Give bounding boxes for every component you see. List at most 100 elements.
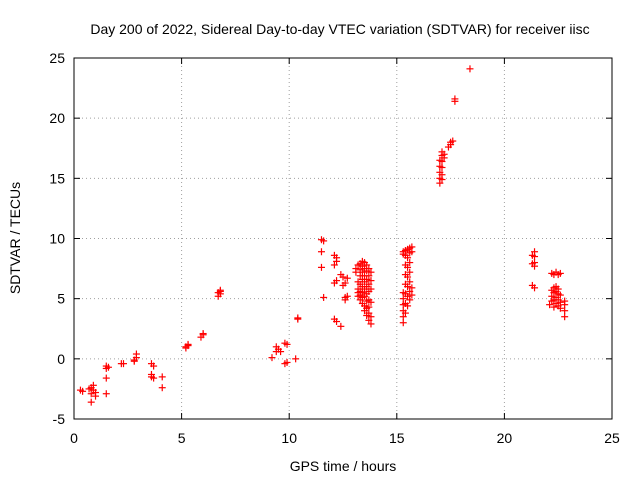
data-point	[406, 268, 414, 276]
data-point	[341, 296, 349, 304]
data-point	[150, 362, 158, 370]
data-point	[363, 275, 371, 283]
y-tick-label: 0	[57, 351, 65, 367]
data-point	[104, 363, 112, 371]
data-point	[367, 268, 375, 276]
data-point	[408, 243, 416, 251]
data-point	[404, 283, 412, 291]
data-point	[408, 291, 416, 299]
data-point	[102, 374, 110, 382]
data-point	[440, 150, 448, 158]
data-point	[365, 265, 373, 273]
data-point	[561, 313, 569, 321]
data-point	[561, 307, 569, 315]
x-tick-label: 15	[389, 430, 405, 446]
data-point	[363, 261, 371, 269]
data-point	[277, 348, 285, 356]
data-point	[365, 303, 373, 311]
data-point	[158, 373, 166, 381]
data-point	[102, 390, 110, 398]
data-point	[367, 298, 375, 306]
data-point	[130, 357, 138, 365]
data-point	[333, 257, 341, 265]
y-axis-label: SDTVAR / TECUs	[7, 182, 23, 294]
data-point	[556, 291, 564, 299]
y-tick-label: 5	[57, 291, 65, 307]
data-point	[531, 284, 539, 292]
grid-lines	[74, 58, 612, 419]
data-point	[341, 279, 349, 287]
data-point	[337, 322, 345, 330]
data-point	[343, 274, 351, 282]
data-point	[317, 263, 325, 271]
y-tick-labels: -5 0 5 10 15 20 25	[49, 50, 65, 427]
data-point	[556, 304, 564, 312]
data-point	[367, 285, 375, 293]
chart-title: Day 200 of 2022, Sidereal Day-to-day VTE…	[90, 21, 589, 37]
data-point	[320, 293, 328, 301]
x-tick-label: 25	[604, 430, 620, 446]
data-point	[79, 387, 87, 395]
x-tick-label: 20	[497, 430, 513, 446]
x-tick-label: 5	[178, 430, 186, 446]
data-point	[92, 392, 100, 400]
data-point	[283, 340, 291, 348]
data-point	[404, 263, 412, 271]
data-point	[367, 277, 375, 285]
data-point	[343, 292, 351, 300]
data-point	[399, 319, 407, 327]
data-point	[401, 309, 409, 317]
data-point	[292, 355, 300, 363]
data-point	[406, 296, 414, 304]
data-point	[132, 350, 140, 358]
data-point	[449, 137, 457, 145]
data-point	[561, 297, 569, 305]
data-point	[367, 320, 375, 328]
data-point	[119, 360, 127, 368]
data-point	[365, 272, 373, 280]
data-point	[294, 314, 302, 322]
data-point	[550, 303, 558, 311]
data-points	[76, 65, 569, 406]
data-point	[406, 259, 414, 267]
data-point	[358, 268, 366, 276]
x-axis-label: GPS time / hours	[290, 458, 397, 474]
y-tick-label: 20	[49, 110, 65, 126]
y-tick-label: 10	[49, 231, 65, 247]
data-point	[546, 301, 554, 309]
data-point	[451, 95, 459, 103]
data-point	[320, 237, 328, 245]
y-tick-label: -5	[53, 411, 66, 427]
data-point	[438, 171, 446, 179]
data-point	[404, 273, 412, 281]
data-point	[365, 309, 373, 317]
y-tick-label: 15	[49, 170, 65, 186]
data-point	[556, 269, 564, 277]
x-tick-label: 10	[281, 430, 297, 446]
data-point	[531, 259, 539, 267]
data-point	[147, 373, 155, 381]
axis-ticks	[73, 57, 613, 420]
data-point	[365, 316, 373, 324]
data-point	[404, 302, 412, 310]
data-point	[406, 287, 414, 295]
x-tick-labels: 0 5 10 15 20 25	[70, 430, 620, 446]
data-point	[182, 344, 190, 352]
data-point	[199, 330, 207, 338]
data-point	[283, 358, 291, 366]
data-point	[330, 261, 338, 269]
data-point	[556, 298, 564, 306]
data-point	[184, 340, 192, 348]
data-point	[87, 390, 95, 398]
data-point	[438, 157, 446, 165]
data-point	[333, 318, 341, 326]
data-point	[365, 280, 373, 288]
data-point	[404, 292, 412, 300]
data-point	[438, 164, 446, 172]
data-point	[408, 284, 416, 292]
data-point	[406, 278, 414, 286]
data-point	[214, 289, 222, 297]
data-point	[466, 65, 474, 73]
data-point	[548, 292, 556, 300]
